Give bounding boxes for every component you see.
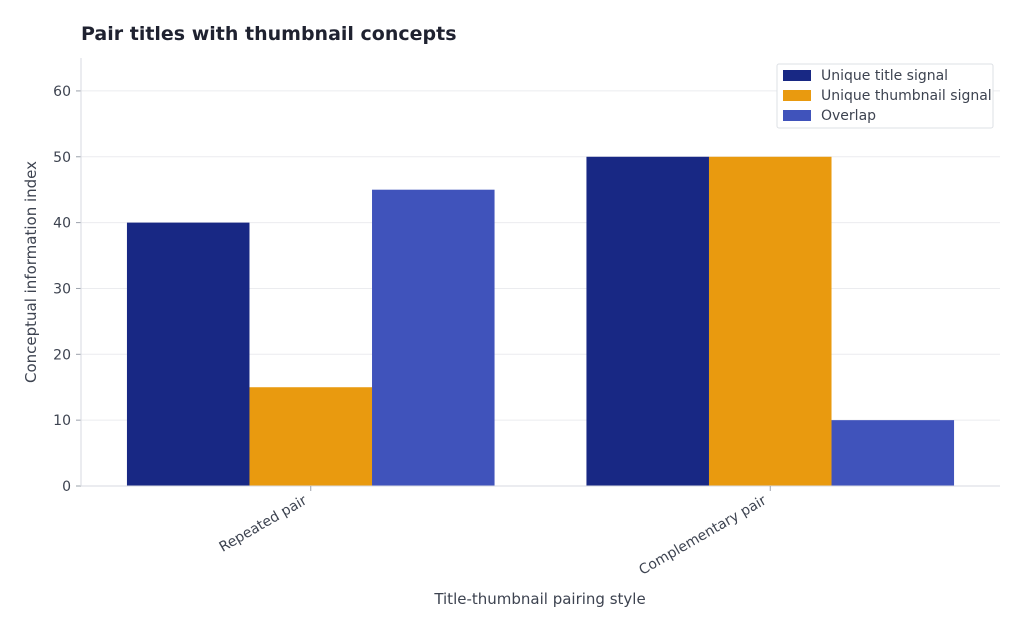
bar-unique-thumbnail-signal-repeated-pair — [249, 387, 373, 486]
legend-box — [776, 63, 994, 129]
bar-unique-title-signal-repeated-pair — [126, 222, 250, 486]
y-axis-label: Conceptual information index — [22, 161, 40, 383]
x-tick-label: Repeated pair — [217, 492, 310, 555]
legend-swatch — [783, 70, 811, 81]
bar-overlap-repeated-pair — [372, 189, 495, 486]
y-tick-label: 50 — [53, 150, 71, 166]
bar-unique-title-signal-complementary-pair — [586, 156, 709, 486]
y-tick-label: 60 — [53, 84, 71, 100]
y-tick-label: 0 — [62, 479, 71, 495]
axes — [76, 58, 1000, 491]
legend-swatch — [783, 110, 811, 121]
y-tick-label: 40 — [53, 216, 71, 232]
y-tick-label: 30 — [53, 281, 71, 297]
chart-title: Pair titles with thumbnail concepts — [81, 23, 457, 45]
bar-unique-thumbnail-signal-complementary-pair — [708, 156, 832, 486]
x-axis-label: Title-thumbnail pairing style — [433, 590, 645, 608]
x-tick-label: Complementary pair — [636, 492, 769, 578]
legend-swatch — [783, 90, 811, 101]
legend-label: Overlap — [821, 108, 876, 124]
y-tick-label: 10 — [53, 413, 71, 429]
y-tick-label: 20 — [53, 347, 71, 363]
legend-label: Unique thumbnail signal — [821, 88, 992, 104]
bar-overlap-complementary-pair — [831, 420, 955, 486]
legend-label: Unique title signal — [821, 68, 948, 84]
bars — [126, 156, 955, 486]
legend: Unique title signal Unique thumbnail sign… — [776, 63, 994, 129]
